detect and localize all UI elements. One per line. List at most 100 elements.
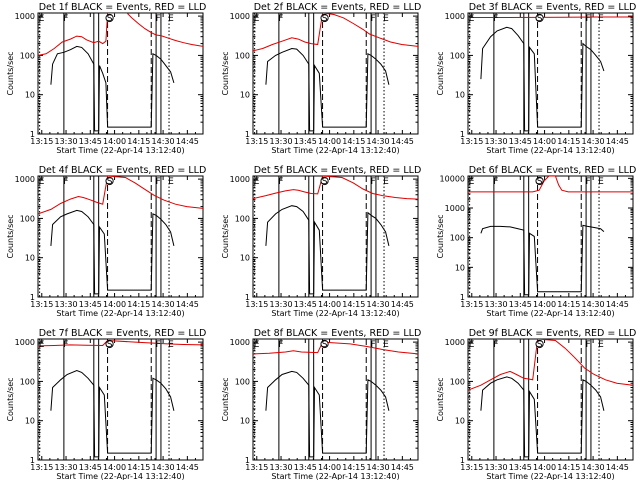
y-tick-label: 1 [460, 293, 465, 302]
y-tick-label: 1000 [230, 175, 250, 184]
x-tick-label: 14:30 [582, 300, 605, 309]
panel-title: Det 5f BLACK = Events, RED = LLD [254, 165, 422, 176]
y-tick-label: 1 [30, 293, 35, 302]
marker-circle [105, 339, 114, 349]
x-tick-label: 14:30 [367, 137, 390, 146]
x-tick-label: 14:45 [391, 463, 414, 472]
x-tick-label: 13:45 [294, 300, 317, 309]
x-tick-label: 14:00 [103, 137, 126, 146]
marker-e: E [383, 340, 389, 350]
x-tick-label: 14:00 [318, 137, 341, 146]
x-tick-label: 14:30 [367, 300, 390, 309]
x-tick-label: 13:30 [270, 463, 293, 472]
marker-circle [320, 176, 329, 186]
x-tick-label: 13:45 [294, 463, 317, 472]
x-tick-label: 14:30 [152, 137, 175, 146]
y-tick-label: 1000 [230, 338, 250, 347]
marker-f: F [370, 340, 375, 350]
x-tick-label: 14:00 [318, 463, 341, 472]
y-tick-label: 100 [450, 51, 465, 60]
panel-title: Det 6f BLACK = Events, RED = LLD [469, 165, 637, 176]
y-tick-label: 100 [450, 377, 465, 386]
marker-s: S [322, 340, 328, 350]
marker-s: S [107, 340, 113, 350]
x-tick-label: 14:45 [606, 300, 629, 309]
lld-series [253, 13, 418, 52]
marker-f: F [278, 340, 283, 350]
x-tick-label: 14:30 [367, 463, 390, 472]
x-tick-label: 13:45 [509, 137, 532, 146]
y-tick-label: 1000 [445, 12, 465, 21]
marker-e: E [254, 177, 260, 187]
lld-series [253, 341, 418, 355]
marker-f: F [155, 340, 160, 350]
lld-series [468, 339, 633, 391]
y-tick-label: 1 [30, 456, 35, 465]
plot-area [38, 176, 203, 297]
marker-e: E [168, 14, 174, 24]
marker-e: E [39, 14, 45, 24]
events-series [480, 224, 605, 296]
y-tick-label: 100 [450, 234, 465, 243]
plot-area [468, 339, 633, 460]
y-axis-label: Counts/sec [221, 214, 230, 258]
marker-s: S [107, 177, 113, 187]
x-tick-label: 14:00 [103, 463, 126, 472]
lld-series [38, 13, 203, 56]
x-tick-label: 13:15 [30, 300, 53, 309]
plot-frame [252, 175, 419, 298]
events-series [480, 26, 605, 132]
y-tick-label: 10 [25, 91, 35, 100]
plot-frame [252, 338, 419, 461]
marker-circle [535, 339, 544, 349]
x-tick-label: 13:30 [270, 300, 293, 309]
y-tick-label: 100 [235, 214, 250, 223]
plot-frame [467, 338, 634, 461]
x-tick-label: 13:15 [460, 463, 483, 472]
y-tick-label: 1000 [230, 12, 250, 21]
marker-f: F [585, 340, 590, 350]
x-tick-label: 13:30 [485, 463, 508, 472]
x-tick-label: 13:15 [30, 463, 53, 472]
x-tick-label: 14:45 [176, 300, 199, 309]
x-axis-label: Start Time (22-Apr-14 13:12:40) [271, 146, 399, 155]
x-tick-label: 13:45 [509, 463, 532, 472]
x-tick-label: 14:15 [342, 137, 365, 146]
lld-series [253, 176, 418, 200]
x-tick-label: 14:15 [557, 137, 580, 146]
x-tick-label: 13:15 [245, 300, 268, 309]
plot-area [253, 176, 418, 297]
y-tick-label: 100 [235, 51, 250, 60]
plot-area [468, 176, 633, 297]
y-tick-label: 1 [245, 293, 250, 302]
marker-circle [535, 176, 544, 186]
events-series [265, 205, 390, 295]
x-tick-label: 14:45 [606, 137, 629, 146]
marker-f: F [493, 14, 498, 24]
marker-e: E [469, 14, 475, 24]
plot-frame [467, 12, 634, 135]
plot-area [38, 13, 203, 134]
y-tick-label: 10 [455, 417, 465, 426]
x-tick-label: 14:30 [152, 300, 175, 309]
y-tick-label: 100 [20, 214, 35, 223]
x-tick-label: 14:45 [176, 463, 199, 472]
marker-circle [105, 176, 114, 186]
x-tick-label: 14:00 [318, 300, 341, 309]
x-axis-label: Start Time (22-Apr-14 13:12:40) [486, 146, 614, 155]
marker-e: E [598, 14, 604, 24]
events-series [265, 47, 390, 132]
marker-e: E [469, 177, 475, 187]
x-tick-label: 14:15 [557, 300, 580, 309]
x-tick-label: 13:15 [460, 300, 483, 309]
x-tick-label: 13:45 [294, 137, 317, 146]
marker-circle [535, 13, 544, 23]
y-axis-label: Counts/sec [221, 377, 230, 421]
x-tick-label: 13:30 [485, 137, 508, 146]
marker-f: F [370, 14, 375, 24]
